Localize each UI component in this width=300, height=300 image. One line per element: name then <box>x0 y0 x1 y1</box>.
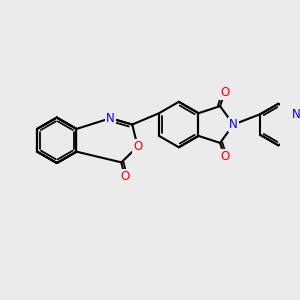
Text: O: O <box>120 170 129 183</box>
Text: O: O <box>220 150 229 163</box>
Text: O: O <box>220 86 229 99</box>
Text: N: N <box>106 112 115 125</box>
Text: O: O <box>133 140 142 153</box>
Text: N: N <box>229 118 238 131</box>
Text: N: N <box>292 108 300 121</box>
